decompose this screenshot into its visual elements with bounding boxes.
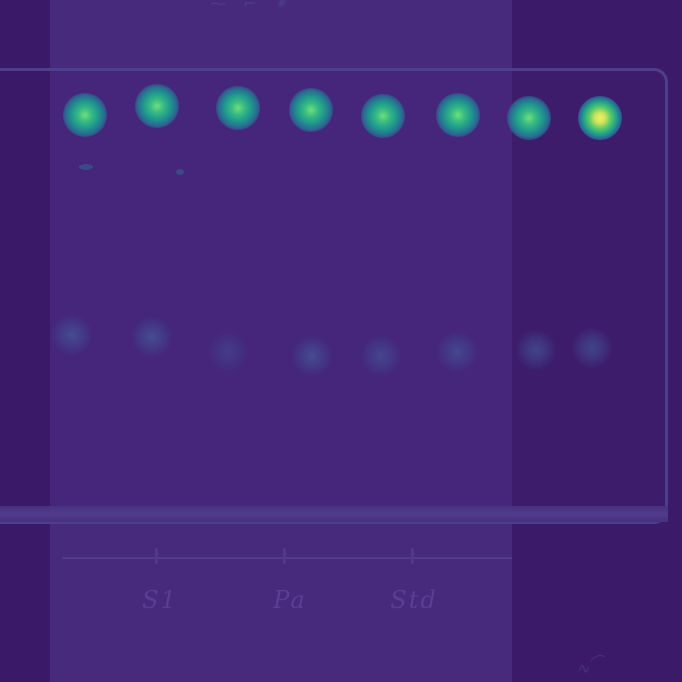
origin-tick-1	[155, 548, 158, 564]
lane-label-pa: Pa	[273, 586, 307, 614]
plate-bottom-edge	[0, 506, 668, 522]
plate-surface-right	[512, 68, 665, 524]
small-speck-1	[79, 164, 93, 170]
lane-label-s1: S1	[142, 586, 178, 614]
spot-mid-7	[516, 330, 556, 370]
spot-top-1	[63, 93, 107, 137]
lane-label-std: Std	[390, 586, 438, 614]
origin-tick-2	[283, 548, 286, 564]
spot-mid-6	[437, 332, 477, 372]
spot-top-4	[289, 88, 333, 132]
spot-top-7	[507, 96, 551, 140]
spot-top-6	[436, 93, 480, 137]
origin-tick-3	[411, 548, 414, 564]
small-speck-2	[176, 169, 184, 175]
plate-outline	[0, 68, 668, 524]
spot-top-2	[135, 84, 179, 128]
spot-mid-1	[52, 315, 92, 355]
spot-mid-4	[292, 336, 332, 376]
plate-surface-center	[50, 68, 512, 524]
faint-top-scribble: ⁓ ⌐ ⁕	[210, 0, 293, 13]
spot-mid-5	[361, 336, 401, 376]
spot-top-8	[578, 96, 622, 140]
spot-top-5	[361, 94, 405, 138]
spot-mid-8	[572, 328, 612, 368]
dark-left-band	[0, 0, 50, 682]
pencil-baseline	[62, 557, 512, 559]
spot-top-3	[216, 86, 260, 130]
spot-mid-3	[208, 332, 248, 372]
spot-mid-2	[132, 317, 172, 357]
